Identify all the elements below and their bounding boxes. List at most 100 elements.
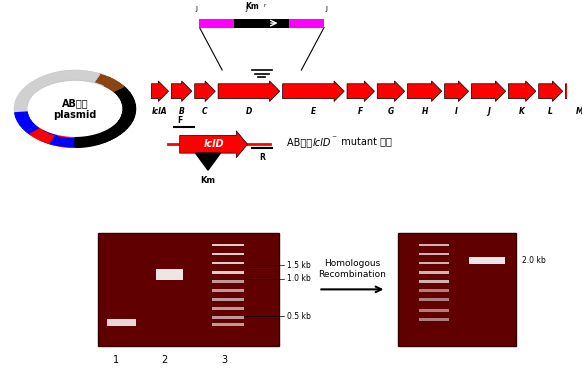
Text: F: F [177,116,182,125]
Wedge shape [75,139,82,147]
Wedge shape [15,112,28,117]
Wedge shape [16,115,29,121]
Wedge shape [30,129,43,137]
FancyBboxPatch shape [419,262,449,265]
FancyBboxPatch shape [469,256,505,265]
Wedge shape [23,124,36,131]
Wedge shape [62,138,70,146]
Wedge shape [90,73,100,81]
Text: D: D [246,107,252,117]
Text: 1.0 kb: 1.0 kb [288,275,311,283]
FancyBboxPatch shape [212,298,244,301]
Wedge shape [34,131,47,140]
Wedge shape [116,121,130,128]
Wedge shape [122,101,135,106]
Wedge shape [56,72,65,80]
Text: 1.5 kb: 1.5 kb [288,261,311,270]
Text: 0.5 kb: 0.5 kb [288,312,311,321]
Wedge shape [99,76,111,85]
Wedge shape [74,71,81,79]
Wedge shape [22,86,36,94]
FancyBboxPatch shape [419,298,449,301]
Wedge shape [40,133,51,142]
Wedge shape [119,93,133,100]
Text: M: M [576,107,582,117]
Wedge shape [45,135,56,144]
Wedge shape [114,124,127,131]
Text: 3: 3 [221,355,228,365]
FancyBboxPatch shape [419,244,449,246]
FancyBboxPatch shape [200,19,235,28]
Wedge shape [107,81,120,89]
FancyBboxPatch shape [212,271,244,273]
Wedge shape [20,121,34,128]
Wedge shape [107,129,120,137]
Polygon shape [283,81,344,102]
Text: J: J [246,6,248,11]
Wedge shape [19,90,33,97]
FancyBboxPatch shape [212,289,244,292]
Circle shape [27,79,123,139]
Text: E: E [311,107,316,117]
Wedge shape [17,118,31,125]
Wedge shape [80,138,88,146]
FancyBboxPatch shape [212,262,244,265]
Polygon shape [407,81,442,102]
Text: K: K [519,107,525,117]
Polygon shape [180,131,247,158]
Wedge shape [85,137,94,146]
Wedge shape [39,76,51,85]
Wedge shape [111,83,124,91]
FancyBboxPatch shape [289,19,324,28]
Wedge shape [69,139,76,147]
Wedge shape [30,81,43,89]
FancyBboxPatch shape [212,307,244,310]
Text: C: C [202,107,208,117]
Polygon shape [195,81,215,102]
Polygon shape [171,81,192,102]
Text: AB균주: AB균주 [288,138,315,148]
Text: L: L [548,107,553,117]
Text: H: H [421,107,428,117]
Polygon shape [196,153,221,170]
Polygon shape [539,81,563,102]
Wedge shape [116,90,130,97]
FancyBboxPatch shape [419,252,449,255]
Wedge shape [84,72,94,80]
FancyBboxPatch shape [212,252,244,255]
Wedge shape [123,105,136,109]
Wedge shape [34,78,47,87]
Wedge shape [15,109,27,113]
Wedge shape [103,131,116,139]
Wedge shape [94,74,105,83]
Polygon shape [377,81,404,102]
FancyBboxPatch shape [419,280,449,283]
Text: Homologous
Recombination: Homologous Recombination [318,259,386,279]
Wedge shape [50,137,61,145]
Wedge shape [111,126,125,134]
Text: r: r [263,3,265,8]
Text: J: J [196,6,198,11]
Wedge shape [120,115,134,121]
Polygon shape [566,81,582,102]
Text: F: F [358,107,363,117]
Wedge shape [122,112,135,117]
Wedge shape [103,78,115,86]
Wedge shape [123,109,136,113]
FancyBboxPatch shape [419,309,449,312]
Text: lclA: lclA [152,107,168,117]
Text: lclD: lclD [203,139,224,149]
FancyBboxPatch shape [419,289,449,292]
FancyBboxPatch shape [107,319,136,326]
Polygon shape [509,81,536,102]
FancyBboxPatch shape [235,19,289,28]
Polygon shape [347,81,374,102]
Wedge shape [113,86,127,94]
Text: J: J [326,6,328,11]
Text: lclD: lclD [313,138,331,148]
Wedge shape [44,74,55,83]
FancyBboxPatch shape [212,280,244,283]
Polygon shape [471,81,506,102]
Polygon shape [445,81,469,102]
Text: ⁻: ⁻ [331,134,336,144]
